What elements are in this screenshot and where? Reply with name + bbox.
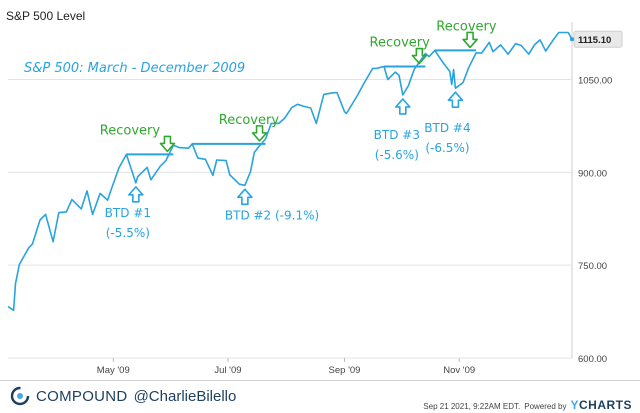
timestamp: Sep 21 2021, 9:22AM EDT. [423,402,521,411]
chart-title: S&P 500 Level [6,9,86,23]
recovery-label: Recovery [370,36,431,51]
x-tick-label: Jul '09 [214,365,241,376]
chart-subtitle: S&P 500: March - December 2009 [24,61,245,76]
brand: COMPOUND @CharlieBilello [10,386,236,406]
y-tick-label: 750.00 [578,261,607,272]
chart: 600.00 750.00 900.00 1050.00 May '09 Jul '09 S… [7,19,623,376]
recovery-label: Recovery [436,19,497,34]
trough-arrow [395,98,411,115]
compound-logo-icon [10,386,30,406]
powered-by: Powered by [524,402,567,411]
y-tick-label: 900.00 [578,168,607,179]
recovery-arrow [159,135,176,153]
brand-handle: @CharlieBilello [133,387,237,405]
last-value-label: 1115.10 [578,35,611,46]
last-value-marker [570,37,574,42]
recovery-arrow [251,125,268,142]
btd-pct: (-5.6%) [375,148,419,162]
recovery-label: Recovery [219,113,280,128]
trough-arrow [447,91,464,108]
btd-pct: (-5.5%) [106,226,150,240]
brand-name: COMPOUND [36,387,128,405]
ycharts-rest: CHARTS [579,398,632,412]
btd-label: BTD #2 (-9.1%) [225,208,319,222]
y-tick-label: 600.00 [578,354,607,365]
recovery-arrow [462,31,478,49]
trough-arrow [128,186,144,203]
btd-pct: (-6.5%) [425,141,469,155]
btd-label: BTD #4 [424,121,470,135]
recovery-arrow [411,47,428,65]
y-tick-label: 1050.00 [578,76,612,87]
x-tick-label: May '09 [97,365,130,376]
x-tick-label: Sep '09 [329,365,361,376]
footer-divider [0,380,640,381]
btd-label: BTD #3 [374,128,420,142]
trough-arrow [237,188,253,206]
x-tick-label: Nov '09 [443,365,475,376]
footer-stamp: Sep 21 2021, 9:22AM EDT. Powered by YCHA… [423,398,632,412]
recovery-label: Recovery [100,123,161,138]
ycharts-logo: YCHARTS [570,398,632,412]
btd-label: BTD #1 [105,206,151,220]
ycharts-y: Y [570,398,579,412]
series-line [7,31,573,312]
